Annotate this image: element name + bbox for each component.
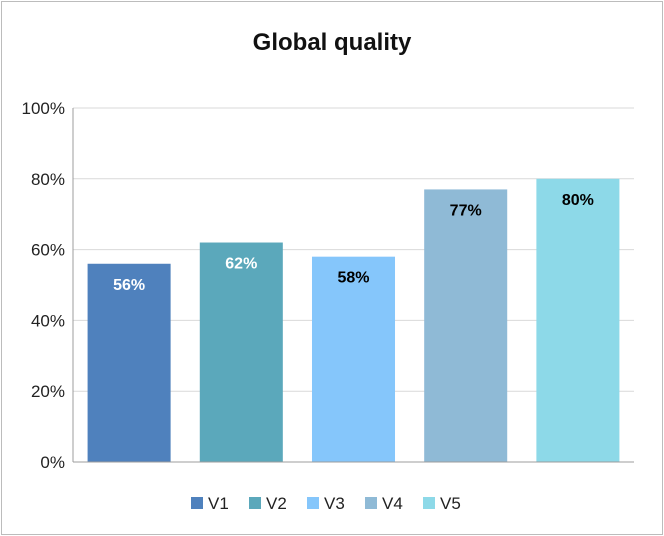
y-axis-tick-labels: 0% 20% 40% 60% 80% 100% <box>22 99 65 472</box>
legend-label-v5: V5 <box>440 494 461 513</box>
legend-label-v1: V1 <box>208 494 229 513</box>
legend-swatch-v4 <box>365 497 377 509</box>
y-tick-label: 80% <box>31 170 65 189</box>
legend: V1 V2 V3 V4 V5 <box>191 494 461 513</box>
chart-title: Global quality <box>253 29 412 56</box>
bar-v4 <box>424 189 508 463</box>
y-tick-label: 20% <box>31 382 65 401</box>
legend-label-v4: V4 <box>382 494 403 513</box>
data-labels: 56% 62% 58% 77% 80% <box>113 192 594 294</box>
bar-v2 <box>199 242 283 462</box>
legend-swatch-v5 <box>423 497 435 509</box>
data-label-v1: 56% <box>113 277 145 294</box>
bar-v1 <box>87 263 171 462</box>
y-tick-label: 100% <box>22 99 65 118</box>
legend-label-v2: V2 <box>266 494 287 513</box>
legend-label-v3: V3 <box>324 494 345 513</box>
legend-swatch-v3 <box>307 497 319 509</box>
bar-v3 <box>311 256 396 462</box>
legend-swatch-v1 <box>191 497 203 509</box>
data-label-v2: 62% <box>225 256 257 273</box>
y-tick-label: 60% <box>31 241 65 260</box>
data-label-v5: 80% <box>562 192 594 209</box>
data-label-v4: 77% <box>450 202 482 219</box>
y-tick-label: 0% <box>40 453 65 472</box>
bar-v5 <box>536 178 620 463</box>
legend-swatch-v2 <box>249 497 261 509</box>
bars <box>87 178 620 463</box>
y-tick-label: 40% <box>31 311 65 330</box>
data-label-v3: 58% <box>337 270 369 287</box>
